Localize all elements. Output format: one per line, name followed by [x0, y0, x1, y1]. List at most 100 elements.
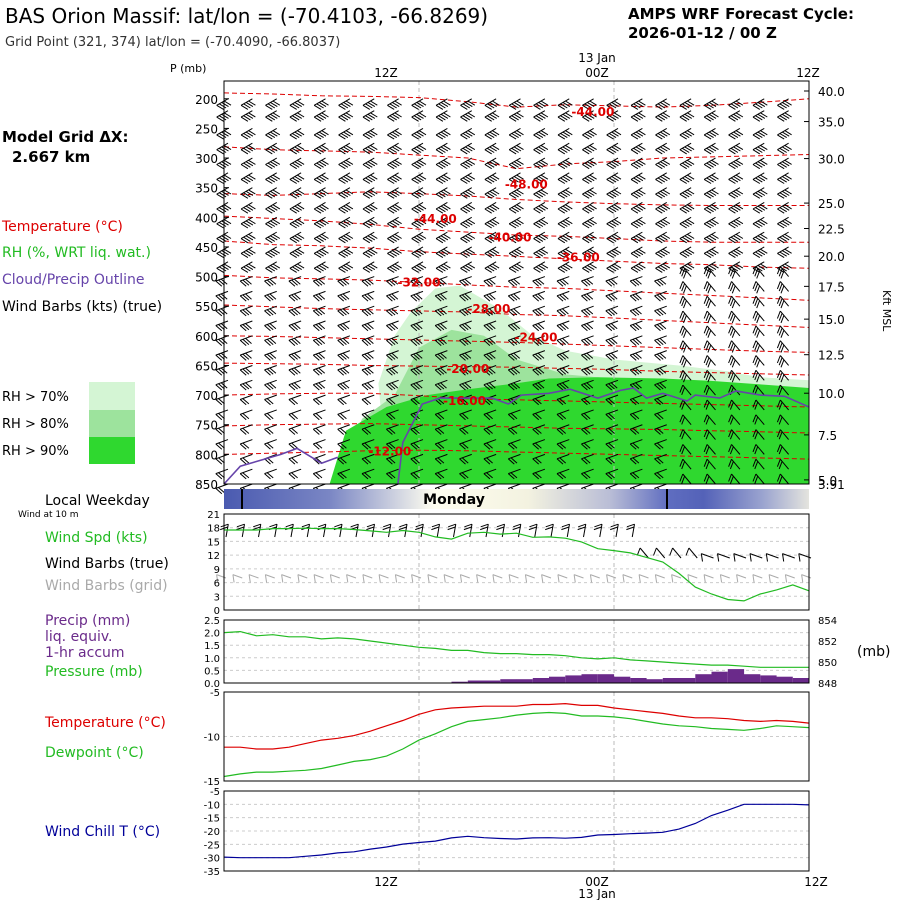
wind-barb-flag [492, 233, 500, 239]
wind-barb-flag [465, 264, 473, 271]
wind-barb-flag [703, 208, 712, 214]
wind-barb-flag [413, 221, 422, 227]
wind-barb-flag [511, 207, 519, 213]
wind-barb-flag [459, 339, 466, 346]
wind-barb [557, 142, 570, 151]
wind-barb-flag [242, 353, 250, 360]
wind10m-true-barb-flag [431, 523, 440, 528]
wind-barb [313, 394, 326, 400]
wind-barb-flag [365, 251, 373, 257]
wind-barb [532, 453, 546, 460]
wind-barb [581, 379, 594, 386]
wind-barb [703, 202, 716, 210]
wind-barb-flag [388, 324, 396, 331]
wind-barb [215, 290, 229, 297]
wind-barb [386, 305, 399, 312]
wind-barb-flag [294, 176, 302, 182]
wind-barb-flag [316, 207, 324, 213]
wind-barb-flag [386, 399, 393, 406]
wind-barb-flag [294, 264, 302, 271]
wind-barb [338, 110, 351, 118]
wind-barb-flag [703, 355, 708, 364]
wind-barb [337, 276, 351, 282]
wind-barb-flag [733, 146, 741, 152]
wind-barb [731, 355, 741, 366]
wind-barb-flag [735, 144, 744, 151]
wind-barb-flag [343, 176, 351, 182]
wind-barb-flag [782, 264, 790, 271]
wind-barb-flag [461, 324, 469, 331]
cycle-label: AMPS WRF Forecast Cycle: [628, 5, 854, 23]
wind-barb-flag [784, 130, 792, 136]
wind-barb-flag [293, 367, 301, 374]
wind-barb-flag [223, 159, 232, 165]
wind-barb-flag [315, 442, 323, 449]
wind-barb-flag [632, 279, 640, 286]
wind-barb-flag [705, 283, 710, 292]
wind-barb-flag [313, 116, 322, 122]
wind-barb-flag [660, 146, 668, 152]
wind-barb [533, 142, 546, 151]
wind-barb [752, 157, 765, 165]
height-tick-label: 30.0 [818, 153, 845, 167]
cloud-outline [223, 387, 810, 485]
wind-barb-flag [460, 164, 468, 170]
wind-barb [459, 276, 472, 282]
wind-barb [361, 394, 375, 400]
wind-barb [386, 483, 399, 489]
wind-barb-flag [532, 443, 540, 450]
wind-barb [679, 187, 692, 195]
wind-barb-flag [656, 413, 664, 420]
wind-barb [752, 98, 765, 106]
wind-barb-flag [313, 252, 322, 259]
wind-barb [731, 458, 741, 470]
wind-barb-flag [297, 233, 305, 239]
wind-barb-flag [465, 220, 473, 226]
wind-barb [265, 127, 277, 136]
wind10m-grid-barb-flag [313, 574, 316, 583]
wind10m-grid-barb [687, 574, 698, 579]
wind-barb [265, 98, 278, 106]
wind-barb-flag [708, 176, 717, 182]
wind-barb [289, 246, 302, 254]
wind-barb [313, 142, 326, 151]
wind-barb [313, 290, 326, 297]
wind-barb-flag [218, 177, 227, 183]
wind-barb [655, 157, 667, 165]
wind-barb-flag [345, 100, 354, 106]
wind-barb [240, 468, 253, 475]
wind-barb [483, 483, 497, 489]
wind-barb-flag [487, 177, 495, 183]
wind-barb [508, 365, 521, 371]
wind-barb-flag [605, 354, 613, 361]
wind-barb-flag [633, 266, 641, 272]
wind-barb-flag [535, 221, 544, 227]
wind-barb-flag [687, 130, 695, 136]
wind-barb [582, 127, 594, 136]
wind10m-grid-barb-flag [801, 574, 804, 583]
temperature-label: -24.00 [515, 331, 558, 345]
wind-barb-flag [339, 383, 347, 390]
wind-barb-flag [266, 383, 274, 390]
wind-barb-flag [266, 353, 274, 360]
wind-barb-flag [460, 116, 468, 122]
wind-barb [240, 110, 253, 118]
wind-barb-flag [413, 236, 422, 242]
wind10m-grid-barb-flag [346, 574, 349, 583]
wind-barb-flag [269, 382, 277, 389]
wind-barb [361, 468, 375, 475]
wind-barb-flag [611, 101, 619, 108]
wind-barb [630, 483, 643, 489]
wind10m-true-barb-flag [626, 523, 635, 528]
wind10m-true-barb-flag [700, 553, 703, 562]
wind10m-grid-barb-flag [524, 574, 528, 583]
wind-barb-flag [684, 131, 692, 137]
temperature-contour-labels: -44.00-48.00-44.00-40.00-36.00-32.00-28.… [368, 105, 614, 459]
wind-barb-flag [682, 177, 690, 183]
wind-barb-flag [386, 414, 393, 421]
wind-barb [240, 453, 253, 460]
wind-barb-flag [632, 472, 640, 479]
wind-barb-flag [557, 208, 566, 214]
wind-barb [313, 350, 326, 356]
wind-barb-flag [511, 192, 519, 198]
